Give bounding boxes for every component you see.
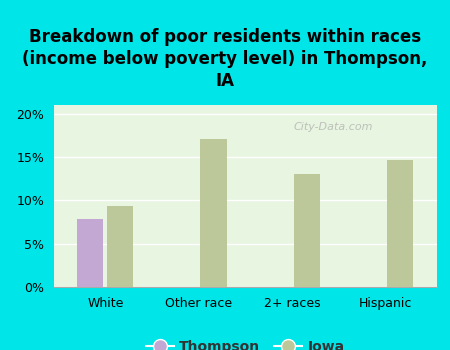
Bar	[387, 160, 413, 287]
Bar	[77, 219, 104, 287]
Text: City-Data.com: City-Data.com	[293, 122, 373, 132]
Bar	[294, 174, 320, 287]
Legend: Thompson, Iowa: Thompson, Iowa	[140, 334, 350, 350]
Bar	[200, 139, 227, 287]
Bar	[107, 206, 133, 287]
Text: Breakdown of poor residents within races
(income below poverty level) in Thompso: Breakdown of poor residents within races…	[22, 28, 427, 90]
